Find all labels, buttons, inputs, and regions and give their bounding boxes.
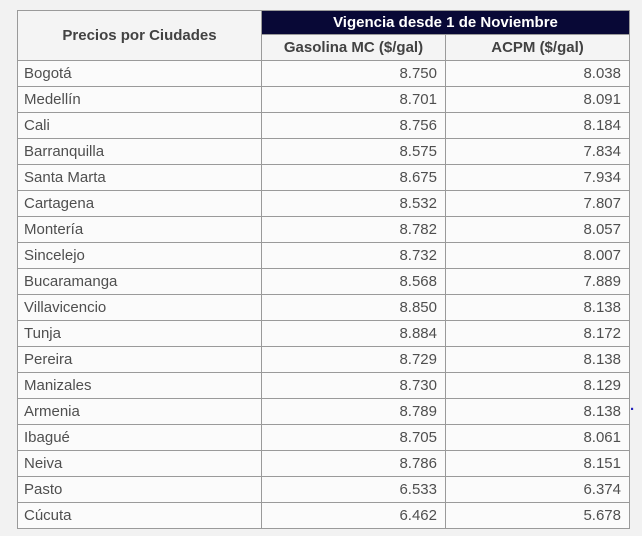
acpm-price-cell: 8.091 [445,86,630,113]
city-cell: Santa Marta [17,164,262,191]
city-cell: Montería [17,216,262,243]
table-row: Bucaramanga 8.568 7.889 [17,268,630,295]
table-row: Pereira 8.729 8.138 [17,346,630,373]
table-body: Bogotá 8.750 8.038 Medellín 8.701 8.091 Cali 8.… [17,60,630,529]
table-row: Armenia 8.789 8.138 [17,398,630,425]
table-row: Bogotá 8.750 8.038 [17,60,630,87]
acpm-price-cell: 7.807 [445,190,630,217]
table-row: Villavicencio 8.850 8.138 [17,294,630,321]
table-header: Precios por Ciudades Vigencia desde 1 de… [17,10,630,61]
acpm-price-cell: 7.834 [445,138,630,165]
table-row: Cali 8.756 8.184 [17,112,630,139]
table-row: Medellín 8.701 8.091 [17,86,630,113]
city-cell: Barranquilla [17,138,262,165]
table-row: Manizales 8.730 8.129 [17,372,630,399]
table-row: Tunja 8.884 8.172 [17,320,630,347]
banner-vigencia: Vigencia desde 1 de Noviembre [261,10,630,35]
gasolina-price-cell: 8.575 [261,138,446,165]
gasolina-price-cell: 8.884 [261,320,446,347]
corner-header-precios-por-ciudades: Precios por Ciudades [17,10,262,61]
gasolina-price-cell: 6.462 [261,502,446,529]
table-row: Sincelejo 8.732 8.007 [17,242,630,269]
gasolina-price-cell: 8.732 [261,242,446,269]
city-cell: Pasto [17,476,262,503]
acpm-price-cell: 8.184 [445,112,630,139]
acpm-price-cell: 7.934 [445,164,630,191]
gasolina-price-cell: 8.705 [261,424,446,451]
city-cell: Cúcuta [17,502,262,529]
city-cell: Bucaramanga [17,268,262,295]
city-cell: Neiva [17,450,262,477]
gasolina-price-cell: 8.675 [261,164,446,191]
table-row: Cúcuta 6.462 5.678 [17,502,630,529]
gasolina-price-cell: 8.789 [261,398,446,425]
acpm-price-cell: 8.138 [445,398,630,425]
gasolina-price-cell: 8.701 [261,86,446,113]
acpm-price-cell: 7.889 [445,268,630,295]
column-header-gasolina: Gasolina MC ($/gal) [261,34,446,61]
header-row-banner: Precios por Ciudades Vigencia desde 1 de… [17,10,630,61]
table-row: Ibagué 8.705 8.061 [17,424,630,451]
acpm-price-cell: 8.057 [445,216,630,243]
gasolina-price-cell: 8.750 [261,60,446,87]
city-cell: Villavicencio [17,294,262,321]
acpm-price-cell: 8.138 [445,346,630,373]
acpm-price-cell: 8.129 [445,372,630,399]
acpm-price-cell: 8.007 [445,242,630,269]
gasolina-price-cell: 6.533 [261,476,446,503]
gasolina-price-cell: 8.729 [261,346,446,373]
gasolina-price-cell: 8.756 [261,112,446,139]
column-header-acpm: ACPM ($/gal) [445,34,630,61]
table-row: Montería 8.782 8.057 [17,216,630,243]
acpm-price-cell: 6.374 [445,476,630,503]
table-row: Neiva 8.786 8.151 [17,450,630,477]
table-row: Barranquilla 8.575 7.834 [17,138,630,165]
city-cell: Sincelejo [17,242,262,269]
table-row: Pasto 6.533 6.374 [17,476,630,503]
gasolina-price-cell: 8.782 [261,216,446,243]
city-cell: Ibagué [17,424,262,451]
city-cell: Medellín [17,86,262,113]
gasolina-price-cell: 8.786 [261,450,446,477]
city-cell: Armenia [17,398,262,425]
gasolina-price-cell: 8.568 [261,268,446,295]
fuel-price-table: Precios por Ciudades Vigencia desde 1 de… [17,10,630,529]
acpm-price-cell: 8.151 [445,450,630,477]
gasolina-price-cell: 8.730 [261,372,446,399]
gasolina-price-cell: 8.850 [261,294,446,321]
table-row: Cartagena 8.532 7.807 [17,190,630,217]
acpm-price-cell: 8.038 [445,60,630,87]
table-row: Santa Marta 8.675 7.934 [17,164,630,191]
acpm-price-cell: 8.061 [445,424,630,451]
city-cell: Bogotá [17,60,262,87]
city-cell: Cartagena [17,190,262,217]
acpm-price-cell: 8.138 [445,294,630,321]
acpm-price-cell: 8.172 [445,320,630,347]
acpm-price-cell: 5.678 [445,502,630,529]
city-cell: Pereira [17,346,262,373]
city-cell: Tunja [17,320,262,347]
footnote-link-dot[interactable]: . [630,397,635,414]
gasolina-price-cell: 8.532 [261,190,446,217]
city-cell: Manizales [17,372,262,399]
city-cell: Cali [17,112,262,139]
header-row-columns: Gasolina MC ($/gal) ACPM ($/gal) [18,34,630,61]
